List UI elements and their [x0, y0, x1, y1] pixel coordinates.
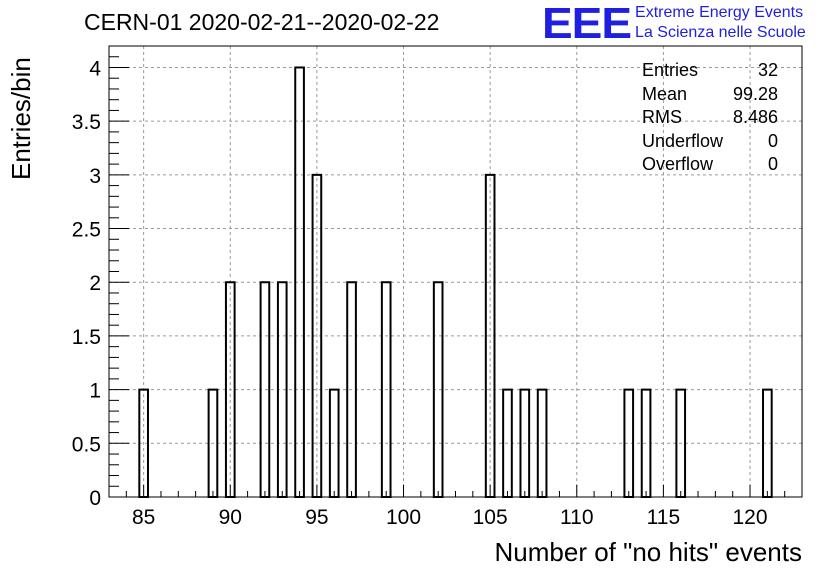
stat-label: Entries — [642, 60, 699, 80]
stat-label: Overflow — [642, 154, 714, 175]
grid — [109, 46, 802, 498]
y-tick-label: 4 — [89, 57, 101, 80]
stat-underflow: Underflow 0 — [642, 130, 778, 154]
x-tick-label: 105 — [473, 506, 508, 529]
logo-line-2: La Scienza nelle Scuole — [635, 24, 806, 41]
logo-mark: EEE — [542, 0, 632, 48]
stat-label: RMS — [642, 107, 682, 128]
y-tick-label: 3 — [89, 165, 101, 188]
x-tick-label: 85 — [132, 506, 155, 529]
stat-value: 0 — [767, 130, 778, 151]
x-tick-label: 120 — [733, 506, 768, 529]
x-tick-label: 90 — [219, 506, 242, 529]
x-tick-label: 115 — [647, 506, 680, 529]
tick-labels: 85 90 95 100 105 110 115 120 0 0.5 1 1.5 2 2.5 3 3.5 4 — [72, 57, 768, 529]
x-axis-label: Number of "no hits" events — [494, 537, 803, 567]
eee-logo: EEE Extreme Energy Events La Scienza nel… — [542, 0, 806, 46]
y-axis-label: Entries/bin — [6, 57, 36, 180]
logo-text: Extreme Energy Events La Scienza nelle S… — [635, 3, 806, 43]
stat-value: 8.486 — [732, 107, 778, 128]
stat-entries: Entries 32 — [642, 59, 778, 83]
x-tick-label: 100 — [386, 506, 421, 529]
stat-label: Mean — [642, 83, 688, 104]
axis-ticks — [108, 56, 803, 498]
stat-label: Underflow — [642, 130, 724, 151]
x-tick-label: 110 — [560, 506, 593, 529]
chart-title: CERN-01 2020-02-21--2020-02-22 — [84, 9, 440, 35]
stat-rms: RMS 8.486 — [642, 106, 778, 130]
y-tick-label: 2 — [89, 272, 101, 295]
y-tick-label: 1 — [89, 380, 101, 403]
y-tick-label: 1.5 — [72, 326, 101, 349]
logo-line-1: Extreme Energy Events — [635, 4, 804, 21]
x-tick-label: 95 — [305, 506, 328, 529]
stat-value: 0 — [767, 154, 778, 175]
y-tick-label: 3.5 — [72, 111, 101, 134]
y-tick-label: 0.5 — [72, 433, 101, 456]
stat-mean: Mean 99.28 — [642, 83, 778, 107]
stat-overflow: Overflow 0 — [642, 153, 778, 177]
stat-value: 99.28 — [732, 83, 778, 104]
stats-box: Entries 32 Mean 99.28 RMS 8.486 Underflo… — [642, 59, 778, 177]
y-tick-label: 2.5 — [72, 219, 101, 242]
y-tick-label: 0 — [89, 487, 101, 510]
stat-value: 32 — [757, 60, 778, 80]
